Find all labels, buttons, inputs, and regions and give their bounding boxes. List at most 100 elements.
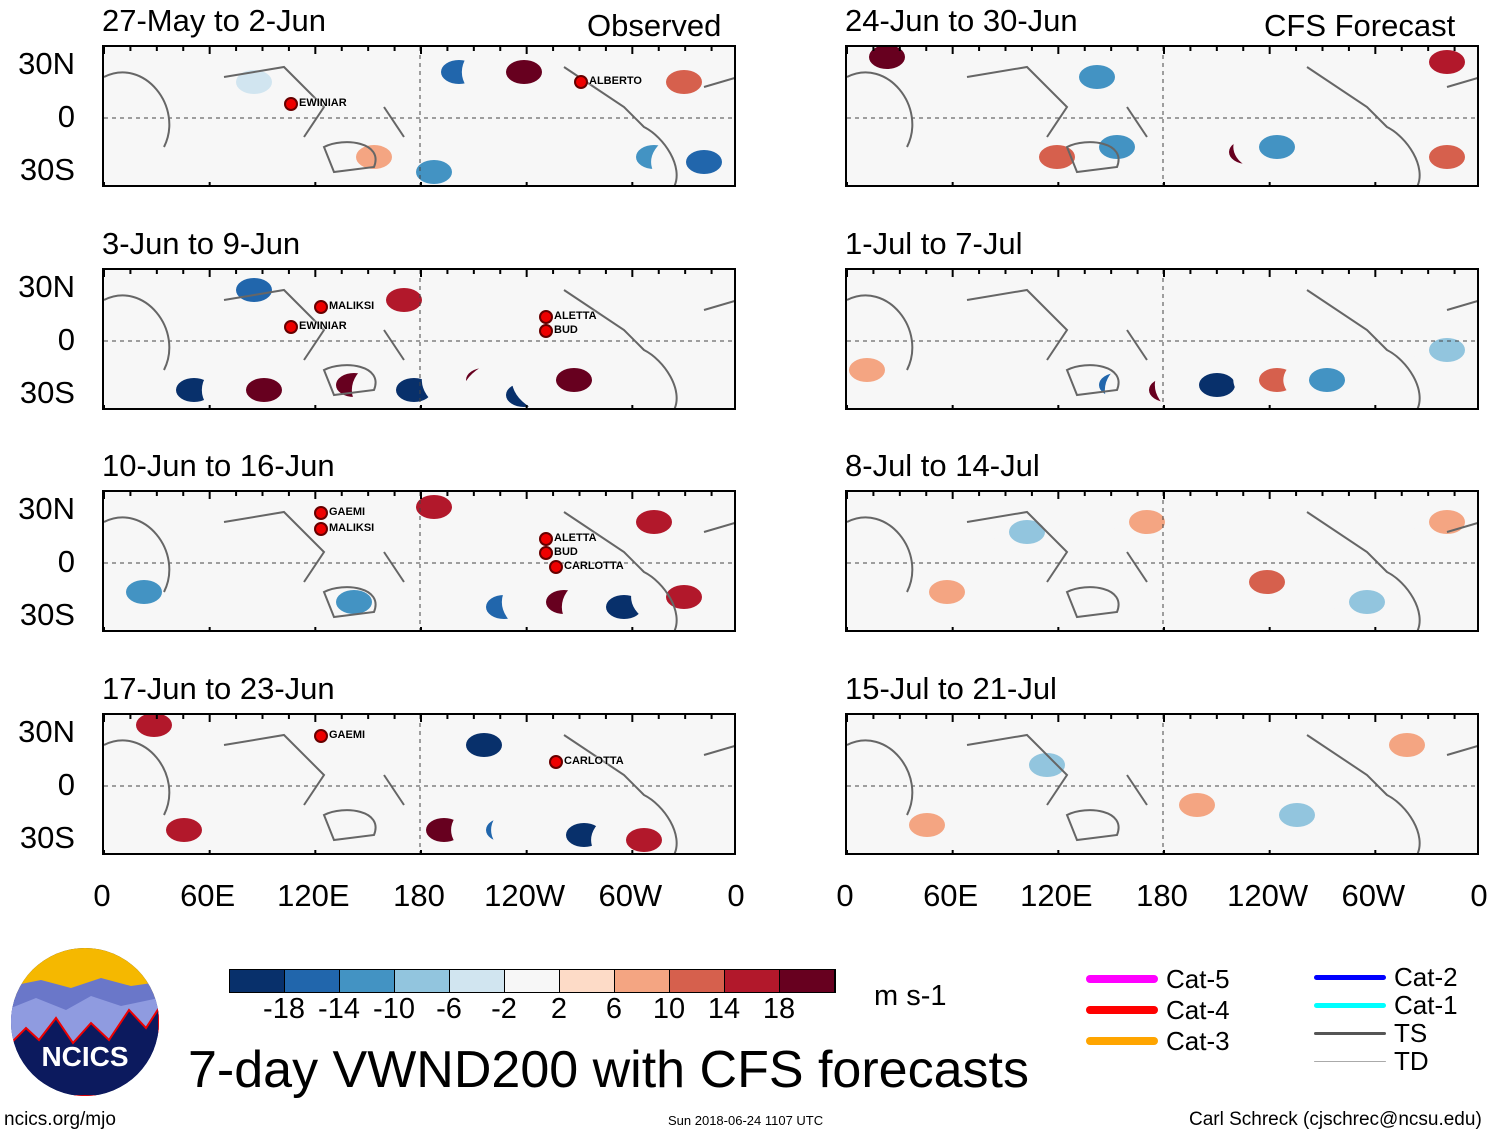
colorbar-swatch (340, 970, 395, 992)
legend-item: TS (1314, 1020, 1427, 1046)
lon-label: 0 (93, 878, 111, 913)
anomaly-core (1099, 135, 1135, 159)
coastlines (104, 733, 734, 853)
anomaly-core (849, 358, 885, 382)
anomaly-core (1429, 145, 1465, 169)
anomaly-core (1129, 510, 1165, 534)
lat-label: 30S (19, 597, 75, 632)
anomaly-core (166, 818, 202, 842)
anomaly-core (666, 585, 702, 609)
wind-field (104, 715, 734, 853)
lat-label: 0 (57, 99, 75, 134)
lat-label: 30N (18, 46, 75, 81)
lat-label: 30N (18, 714, 75, 749)
lon-label: 120E (1020, 878, 1093, 913)
colorbar-swatch (725, 970, 780, 992)
storm-label: EWINIAR (299, 97, 347, 109)
panel-title: 27-May to 2-Jun (102, 3, 326, 38)
lon-label: 60E (180, 878, 236, 913)
observed-map-panel: GAEMI CARLOTTA (102, 713, 736, 855)
coastlines (847, 65, 1477, 185)
colorbar-label: -14 (318, 993, 360, 1025)
lon-label: 60W (598, 878, 663, 913)
footer-author: Carl Schreck (cjschrec@ncsu.edu) (1189, 1109, 1482, 1130)
cyclone-icon (539, 310, 553, 324)
figure-title: 7-day VWND200 with CFS forecasts (188, 1041, 1029, 1099)
colorbar-label: -10 (373, 993, 415, 1025)
anomaly-core (236, 70, 272, 94)
lon-label: 120W (1227, 878, 1309, 913)
wind-field (847, 715, 1477, 853)
anomaly-core (1079, 65, 1115, 89)
colorbar-label: -18 (263, 993, 305, 1025)
anomaly-core (1249, 570, 1285, 594)
coastlines (847, 733, 1477, 853)
legend-item: Cat-5 (1086, 966, 1230, 992)
legend-label: Cat-1 (1394, 990, 1458, 1020)
storm-label: CARLOTTA (564, 755, 624, 767)
legend-line-icon (1086, 1006, 1158, 1014)
anomaly-core (909, 813, 945, 837)
legend-item: Cat-4 (1086, 997, 1230, 1023)
legend-line-icon (1314, 974, 1386, 980)
legend-line-icon (1314, 1002, 1386, 1008)
anomaly-core (466, 733, 502, 757)
anomaly-core (416, 160, 452, 184)
anomaly-core (1389, 733, 1425, 757)
legend-line-icon (1086, 975, 1158, 983)
legend-label: Cat-3 (1166, 1026, 1230, 1056)
observed-map-panel: MALIKSI EWINIAR ALETTA BUD (102, 268, 736, 410)
anomaly-core (1349, 590, 1385, 614)
legend-label: Cat-4 (1166, 995, 1230, 1025)
anomaly-core (626, 828, 662, 852)
lat-label: 30S (19, 375, 75, 410)
anomaly-core (246, 378, 282, 402)
lon-label: 120E (277, 878, 350, 913)
anomaly-core (556, 368, 592, 392)
lat-label: 30N (18, 269, 75, 304)
anomaly-core (1279, 803, 1315, 827)
colorbar-swatch (230, 970, 285, 992)
anomaly-core (1039, 145, 1075, 169)
logo-text: NCICS (41, 1041, 129, 1072)
anomaly-core (386, 288, 422, 312)
lon-label: 180 (393, 878, 445, 913)
forecast-map-panel (845, 268, 1479, 410)
lat-label: 0 (57, 322, 75, 357)
wind-field (104, 47, 734, 185)
panel-title: 24-Jun to 30-Jun (845, 3, 1078, 38)
colorbar (229, 969, 836, 993)
forecast-label: CFS Forecast (1264, 8, 1456, 43)
observed-label: Observed (587, 8, 722, 43)
lon-label: 120W (484, 878, 566, 913)
wind-field (847, 47, 1477, 185)
anomaly-core (636, 510, 672, 534)
cyclone-icon (539, 324, 553, 338)
storm-label: MALIKSI (329, 300, 375, 312)
legend-label: TD (1394, 1046, 1429, 1076)
cyclone-icon (539, 546, 553, 560)
anomaly-core (1309, 368, 1345, 392)
anomaly-core (416, 495, 452, 519)
anomaly-core (929, 580, 965, 604)
cyclone-icon (549, 560, 563, 574)
lat-label: 30S (19, 820, 75, 855)
anomaly-core (1429, 510, 1465, 534)
colorbar-label: 10 (652, 993, 686, 1025)
lon-label: 0 (727, 878, 745, 913)
colorbar-swatch (505, 970, 560, 992)
storm-label: GAEMI (329, 506, 366, 518)
storm-label: BUD (554, 324, 578, 336)
panel-title: 15-Jul to 21-Jul (845, 671, 1057, 706)
lon-label: 180 (1136, 878, 1188, 913)
footer-url[interactable]: ncics.org/mjo (4, 1109, 116, 1130)
anomaly-core (869, 47, 905, 69)
legend-label: Cat-2 (1394, 962, 1458, 992)
legend-item: Cat-1 (1314, 992, 1458, 1018)
anomaly-core (1259, 135, 1295, 159)
panel-title: 17-Jun to 23-Jun (102, 671, 335, 706)
colorbar-swatch (285, 970, 340, 992)
lat-label: 0 (57, 544, 75, 579)
storm-label: GAEMI (329, 729, 366, 741)
